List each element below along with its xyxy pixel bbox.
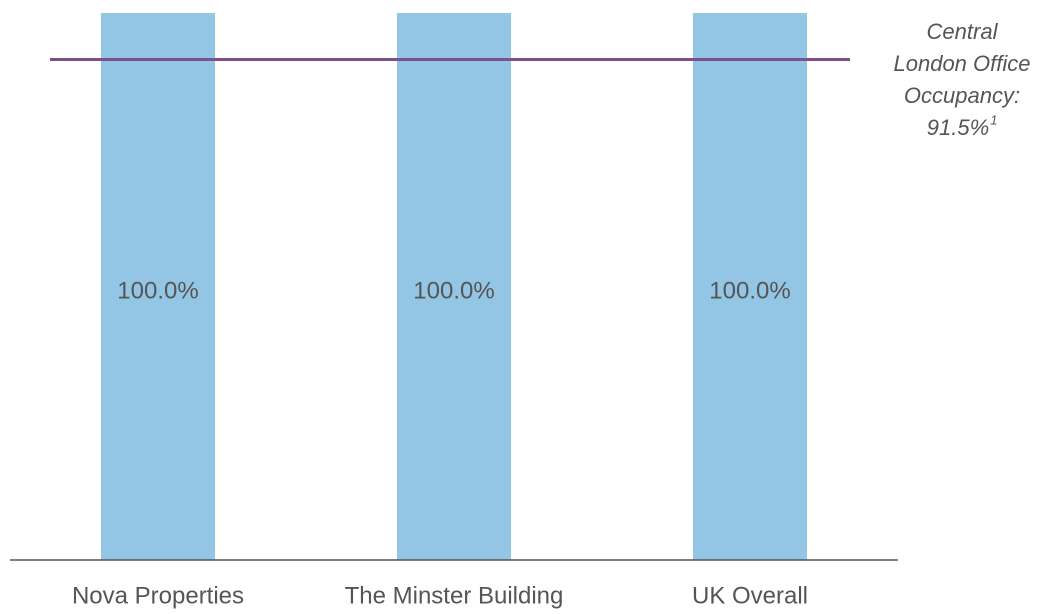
bar [693, 13, 807, 560]
value-label: 100.0% [709, 277, 790, 304]
bar [101, 13, 215, 560]
value-label: 100.0% [413, 277, 494, 304]
footnote-marker: 1 [990, 112, 997, 127]
x-tick-label: The Minster Building [345, 582, 564, 609]
x-tick-label: UK Overall [692, 582, 808, 609]
annotation: 91.5% [927, 115, 989, 140]
annotation: Central [927, 19, 999, 44]
x-tick-label: Nova Properties [72, 582, 244, 609]
annotation: London Office [894, 51, 1031, 76]
annotation: Occupancy: [904, 83, 1020, 108]
value-label: 100.0% [117, 277, 198, 304]
bar [397, 13, 511, 560]
